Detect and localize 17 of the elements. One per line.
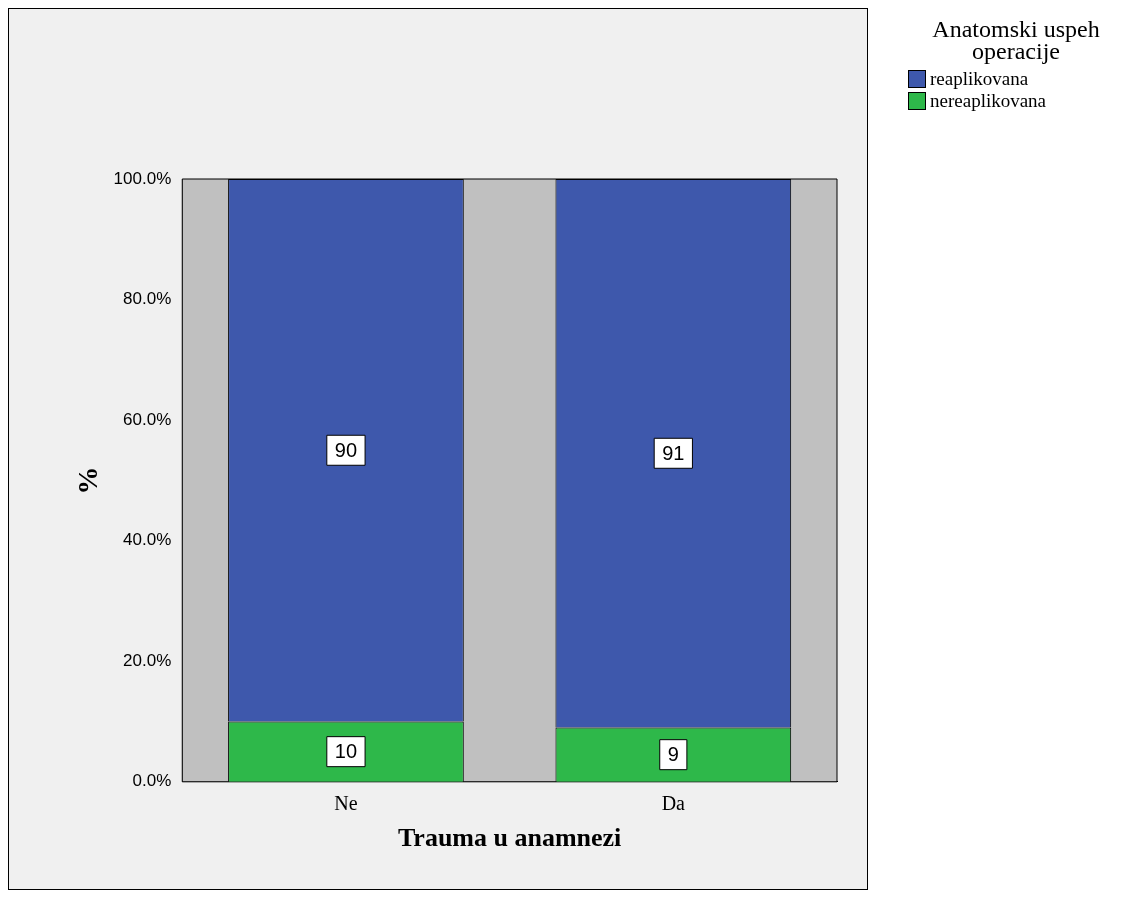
legend-title: Anatomski uspeh operacije (931, 16, 1101, 64)
x-axis-title: Trauma u anamnezi (397, 823, 622, 853)
y-tick-label: 0.0% (132, 771, 172, 791)
data-label: 10 (334, 740, 358, 763)
y-tick-label: 80.0% (123, 289, 172, 309)
text: reaplikovana (930, 68, 1029, 90)
y-tick-label: 20.0% (123, 650, 172, 670)
y-axis-title: % (72, 466, 104, 495)
data-label: 9 (667, 743, 679, 766)
data-label: 90 (334, 438, 358, 461)
x-tick-label: Ne (334, 792, 358, 815)
y-tick-label: 60.0% (123, 409, 172, 429)
x-tick-label: Da (661, 792, 686, 815)
legend-label: nereaplikovana (930, 90, 1047, 112)
y-tick-label: 40.0% (123, 530, 172, 550)
y-tick-label: 100.0% (113, 168, 172, 188)
data-label: 91 (662, 441, 685, 464)
